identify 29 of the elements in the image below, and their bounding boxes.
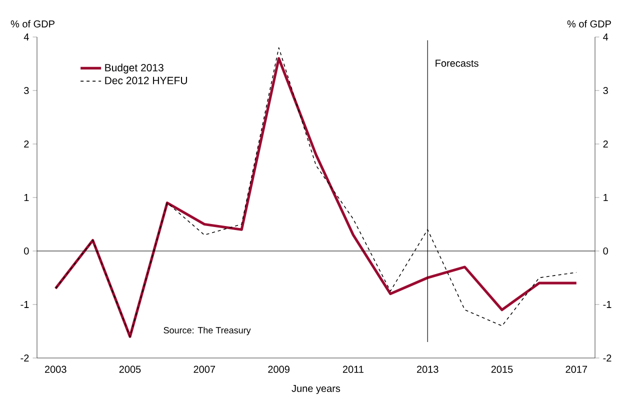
y-tick-label: -1 [20,301,29,308]
legend-label: Budget 2013 [105,64,164,74]
x-axis-title: June years [292,385,340,394]
x-tick-label: 2015 [491,366,513,373]
legend-label: Dec 2012 HYEFU [105,76,187,84]
y-tick-label: -2 [20,354,29,362]
y-tick-label: 0 [24,247,29,255]
y2-tick-label: 2 [603,140,608,148]
x-tick-label: 2005 [119,366,141,373]
x-tick-label: 2017 [566,366,588,373]
y-tick-label: 4 [24,34,29,40]
y2-tick-label: -2 [603,354,612,362]
y-tick-label: 2 [24,140,29,148]
x-tick-label: 2003 [44,366,66,373]
annotation: Source: The Treasury [164,326,251,336]
x-tick-label: 2009 [268,366,290,373]
y-tick-label: 1 [24,194,29,201]
y-tick-label: 3 [24,86,29,94]
y2-tick-label: 3 [603,86,608,94]
y2-tick-label: 4 [603,34,608,40]
y-axis-title: % of GDP [10,20,54,28]
x-tick-label: 2007 [194,366,216,373]
x-tick-label: 2011 [342,366,364,373]
x-tick-label: 2013 [416,366,438,373]
y2-tick-label: 1 [604,194,608,201]
y2-tick-label: -1 [603,301,612,308]
y2-tick-label: 0 [603,247,608,255]
y2-axis-title: % of GDP [567,20,611,28]
ref-line-label: Forecasts [436,60,478,67]
